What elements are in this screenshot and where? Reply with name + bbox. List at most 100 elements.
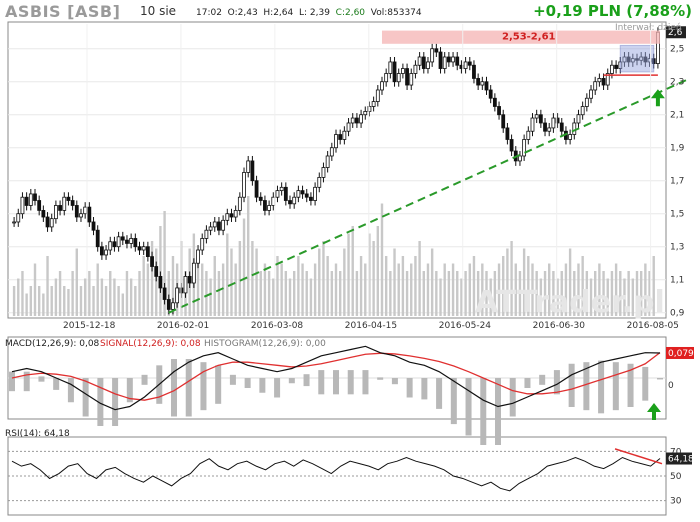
candle-body xyxy=(334,134,338,149)
candle-body xyxy=(225,213,230,221)
macd-histogram-bar xyxy=(244,378,251,388)
volume-bar xyxy=(439,278,442,316)
volume-bar xyxy=(259,271,262,316)
macd-value-box xyxy=(666,346,694,359)
volume-bar xyxy=(380,203,384,316)
candle-body xyxy=(509,139,514,152)
candle-body xyxy=(522,139,527,157)
candle-body xyxy=(175,287,180,304)
candle-body xyxy=(313,186,317,201)
candle-body xyxy=(158,276,163,289)
candle-body xyxy=(233,210,238,218)
candle-body xyxy=(325,155,330,168)
volume-bar xyxy=(155,248,158,316)
candle-body xyxy=(279,186,284,192)
volume-bar xyxy=(37,286,41,316)
candle-body xyxy=(191,262,196,284)
macd-histogram-bar xyxy=(303,374,310,387)
volume-bar xyxy=(113,278,116,316)
volume-bar xyxy=(63,286,66,316)
candle-body xyxy=(275,190,280,198)
date-tick-label: 2016-02-01 xyxy=(157,321,209,331)
volume-bar xyxy=(167,271,170,316)
high-value: H:2,64 xyxy=(263,8,294,18)
candle-body xyxy=(547,127,552,132)
volume-bar xyxy=(71,271,74,316)
candle-body xyxy=(137,246,142,251)
volume-bar xyxy=(121,293,124,316)
volume-bar xyxy=(142,256,145,316)
volume-bar xyxy=(150,241,154,316)
candle-body xyxy=(367,106,372,112)
volume-bar xyxy=(418,241,421,316)
macd-histogram-bar xyxy=(82,378,89,417)
rsi-label: RSI(14): 64,18 xyxy=(5,429,70,439)
candle-body xyxy=(133,238,138,248)
candle-body xyxy=(388,61,393,74)
candle-body xyxy=(421,56,426,69)
volume-bar xyxy=(217,271,221,316)
candle-body xyxy=(442,56,447,69)
volume-bar xyxy=(234,263,237,316)
candle-body xyxy=(488,89,493,99)
volume-bar xyxy=(606,278,609,316)
candle-body xyxy=(292,196,297,205)
candle-body xyxy=(530,117,535,132)
candle-body xyxy=(250,160,255,182)
time-value: 17:02 xyxy=(196,8,222,18)
candle-body xyxy=(296,190,301,198)
volume-bar xyxy=(288,278,292,316)
volume-bar xyxy=(21,271,24,316)
volume-bar xyxy=(313,263,317,316)
resistance-band-label: 2,53-2,61 xyxy=(502,32,556,43)
volume-bar xyxy=(46,256,49,316)
price-tick-label: 0,9 xyxy=(670,309,685,319)
volume-bar xyxy=(196,256,200,316)
volume-bar xyxy=(410,263,413,316)
macd-histogram-bar xyxy=(112,378,119,426)
volume-bar xyxy=(476,271,480,316)
macd-histogram-bar xyxy=(583,362,590,411)
date-tick-label: 2016-04-15 xyxy=(345,321,397,331)
candle-body xyxy=(451,56,455,63)
macd-histogram-bar xyxy=(465,378,472,436)
candle-body xyxy=(329,147,334,157)
macd-histogram-bar xyxy=(215,365,222,404)
candle-body xyxy=(350,117,355,124)
volume-bar xyxy=(351,226,354,316)
macd-value-label: 0,079 xyxy=(668,349,694,359)
candle-body xyxy=(526,130,531,140)
volume-bar xyxy=(25,293,28,316)
close-value: C:2,60 xyxy=(335,8,366,18)
macd-histogram-bar xyxy=(318,370,325,395)
candle-body xyxy=(83,206,88,215)
candle-body xyxy=(41,210,46,218)
volume-bar xyxy=(577,263,580,316)
volume-bar xyxy=(284,271,288,316)
volume-bar xyxy=(309,278,313,316)
macd-histogram-bar xyxy=(450,378,457,425)
signal-label: SIGNAL(12,26,9): 0,08 xyxy=(100,339,201,349)
macd-histogram-bar xyxy=(171,359,177,417)
candle-body xyxy=(154,266,159,277)
candle-body xyxy=(463,61,468,69)
price-candles xyxy=(12,27,660,315)
candle-body xyxy=(271,196,276,206)
volume-bar xyxy=(292,271,296,316)
candle-body xyxy=(16,213,21,223)
candle-body xyxy=(568,134,573,140)
volume-bar xyxy=(497,263,501,316)
volume-bar xyxy=(171,256,175,316)
volume-bar xyxy=(338,271,342,316)
rsi-value-box xyxy=(666,452,692,465)
volume-bar xyxy=(318,248,321,316)
volume-bar xyxy=(405,271,409,316)
macd-histogram-bar xyxy=(67,378,74,403)
candle-body xyxy=(217,221,221,231)
low-value: L: 2,39 xyxy=(298,8,330,18)
volume-bar xyxy=(368,233,371,316)
candle-body xyxy=(242,172,246,198)
candle-body xyxy=(204,229,209,239)
candle-body xyxy=(476,78,481,86)
candle-body xyxy=(405,68,409,86)
